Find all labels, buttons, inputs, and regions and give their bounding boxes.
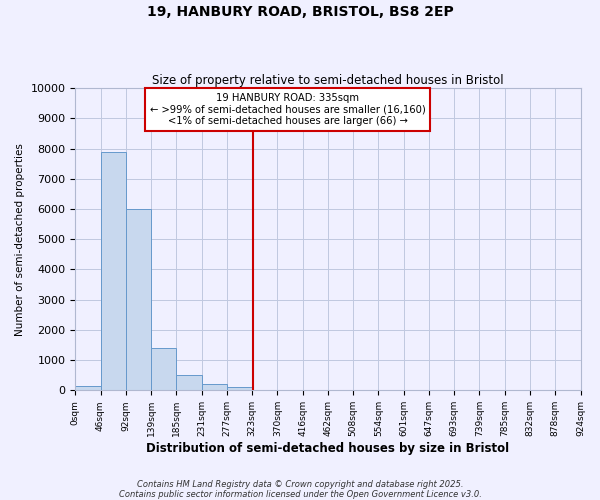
Bar [176,375,202,390]
Bar [75,386,101,390]
Text: 19 HANBURY ROAD: 335sqm
← >99% of semi-detached houses are smaller (16,160)
<1% : 19 HANBURY ROAD: 335sqm ← >99% of semi-d… [149,92,425,126]
Bar [202,384,227,390]
Bar [227,388,252,390]
Bar [126,209,151,390]
Title: Size of property relative to semi-detached houses in Bristol: Size of property relative to semi-detach… [152,74,504,87]
Text: Contains HM Land Registry data © Crown copyright and database right 2025.
Contai: Contains HM Land Registry data © Crown c… [119,480,481,499]
Bar [151,348,176,391]
Y-axis label: Number of semi-detached properties: Number of semi-detached properties [15,143,25,336]
X-axis label: Distribution of semi-detached houses by size in Bristol: Distribution of semi-detached houses by … [146,442,509,455]
Text: 19, HANBURY ROAD, BRISTOL, BS8 2EP: 19, HANBURY ROAD, BRISTOL, BS8 2EP [146,5,454,19]
Bar [101,152,126,390]
